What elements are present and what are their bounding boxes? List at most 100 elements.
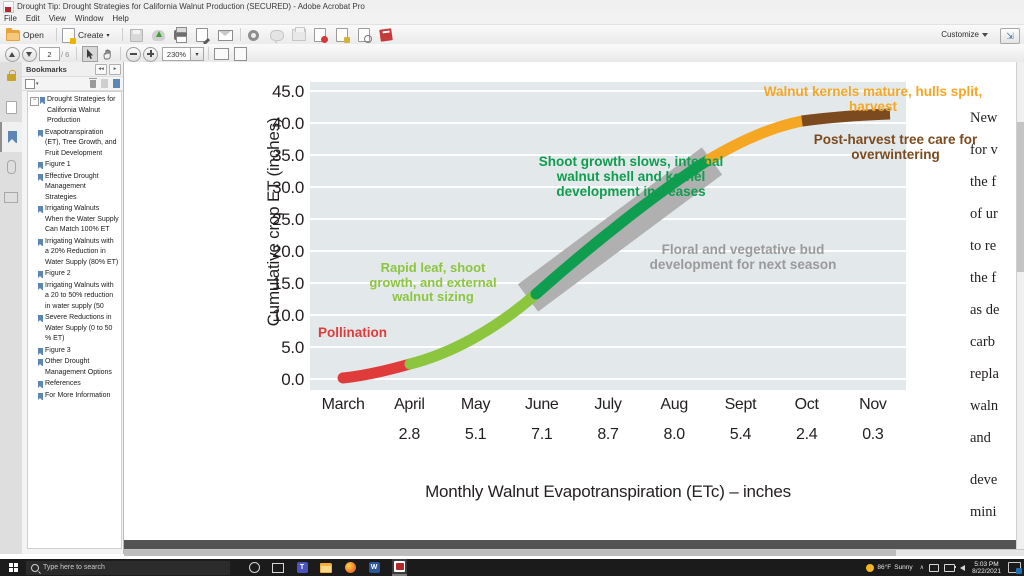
body-line: repla: [970, 366, 999, 382]
firefox-button[interactable]: [344, 562, 356, 574]
next-page-button[interactable]: [22, 46, 37, 62]
stamp-button[interactable]: [292, 27, 306, 42]
expand-toolbar-button[interactable]: ⇲: [1000, 28, 1020, 44]
comment-bubble-icon: [270, 29, 284, 44]
bookmark-item[interactable]: Irrigating Walnuts When the Water Supply…: [30, 204, 119, 236]
rail-item-attachments[interactable]: [0, 152, 22, 182]
bookmark-item[interactable]: Figure 2: [30, 269, 119, 280]
menu-item-help[interactable]: Help: [112, 14, 129, 23]
title-bar: Drought Tip: Drought Strategies for Cali…: [0, 0, 1024, 14]
battery-icon[interactable]: [944, 563, 957, 572]
trash-icon[interactable]: [89, 77, 97, 88]
gridline: [310, 346, 906, 348]
bookmark-item[interactable]: − Drought Strategies for California Waln…: [30, 95, 119, 127]
x-axis-column: March: [310, 396, 376, 444]
previous-page-button[interactable]: [5, 46, 20, 62]
select-tool-button[interactable]: [82, 46, 98, 62]
email-button[interactable]: [218, 28, 233, 42]
horizontal-scrollbar-thumb[interactable]: [124, 550, 896, 556]
print-button[interactable]: [174, 27, 187, 43]
taskbar-search-box[interactable]: Type here to search: [26, 560, 230, 575]
cortana-button[interactable]: [248, 562, 260, 574]
menu-item-edit[interactable]: Edit: [25, 14, 40, 23]
network-icon[interactable]: [929, 563, 940, 572]
task-view-button[interactable]: [272, 562, 284, 574]
document-view[interactable]: Cumulative crop ET (inches) 45.0 40.0 35…: [124, 62, 1024, 550]
secure-document-button[interactable]: [336, 28, 350, 43]
customize-button[interactable]: Customize: [941, 30, 988, 39]
bookmark-item[interactable]: Evapotranspiration (ET), Tree Growth, an…: [30, 128, 119, 160]
bookmark-icon: [38, 173, 43, 181]
navigation-pane-rail: [0, 62, 23, 554]
rail-item-signatures[interactable]: [0, 182, 22, 212]
fit-width-button[interactable]: [214, 47, 229, 61]
volume-icon[interactable]: [960, 564, 966, 571]
chevron-down-icon: ▾: [106, 32, 110, 39]
zoom-dropdown-button[interactable]: ▾: [190, 47, 204, 61]
bookmark-icon: [38, 359, 43, 366]
vertical-scrollbar-thumb[interactable]: [1017, 122, 1024, 272]
bookmark-item[interactable]: References: [30, 379, 119, 390]
options-list-button[interactable]: ▾: [25, 78, 39, 89]
bookmark-item[interactable]: Irrigating Walnuts with a 20% Reduction …: [30, 237, 119, 269]
panel-options-button[interactable]: ▸: [109, 63, 121, 75]
menu-item-view[interactable]: View: [48, 14, 66, 23]
bookmark-item[interactable]: Severe Reductions in Water Supply (0 to …: [30, 313, 119, 345]
bookmark-item[interactable]: Figure 3: [30, 346, 119, 357]
new-bookmark-icon[interactable]: [113, 79, 120, 88]
vertical-scrollbar[interactable]: [1016, 62, 1024, 550]
x-axis-column: May 5.1: [442, 396, 508, 444]
clock[interactable]: 5:03 PM 8/22/2021: [972, 561, 1001, 575]
page-number-input[interactable]: 2: [39, 47, 60, 61]
weather-widget[interactable]: 86°F Sunny: [866, 563, 913, 572]
signatures-icon: [4, 191, 18, 203]
show-hidden-icons-button[interactable]: ∧: [919, 565, 925, 571]
bookmarks-list[interactable]: − Drought Strategies for California Waln…: [27, 91, 122, 549]
document-body-column: New for v the f of ur to re the f as de …: [970, 108, 1024, 528]
inspect-document-button[interactable]: [358, 28, 372, 43]
acrobat-button[interactable]: [392, 559, 407, 576]
bookmark-expander[interactable]: −: [30, 97, 39, 106]
comment-button[interactable]: [270, 28, 284, 44]
bookmark-item[interactable]: Effective Drought Management Strategies: [30, 172, 119, 204]
bookmark-item[interactable]: Irrigating Walnuts with a 20 to 50% redu…: [30, 281, 119, 313]
edit-document-button[interactable]: [196, 28, 208, 42]
remove-document-button[interactable]: [314, 28, 328, 43]
open-button[interactable]: Open: [6, 27, 44, 42]
bookmark-label: Figure 3: [45, 346, 71, 354]
save-button[interactable]: [130, 28, 143, 42]
menu-item-file[interactable]: File: [4, 14, 17, 23]
bookmark-item[interactable]: For More Information: [30, 391, 119, 402]
file-explorer-button[interactable]: [320, 562, 332, 574]
zoom-in-button[interactable]: [143, 46, 158, 62]
bookmark-item[interactable]: Figure 1: [30, 160, 119, 171]
fit-page-icon: [234, 47, 247, 61]
new-bookmark-structure-icon[interactable]: [101, 79, 108, 88]
hand-tool-button[interactable]: [101, 47, 115, 61]
bookmarks-panel: Bookmarks ◂◂ ▸ ▾ − Drought Strategies fo…: [22, 62, 124, 554]
bookmark-item[interactable]: Other Drought Management Options: [30, 357, 119, 378]
upload-button[interactable]: [152, 28, 165, 42]
rail-item-bookmarks[interactable]: [0, 122, 22, 152]
horizontal-scrollbar[interactable]: [124, 549, 1024, 556]
start-button[interactable]: [0, 563, 26, 572]
y-tick: 0.0: [281, 370, 304, 389]
fit-page-button[interactable]: [234, 47, 247, 61]
bookmark-icon: [38, 347, 43, 355]
page-total-label: / 6: [61, 49, 70, 59]
notifications-icon[interactable]: [1008, 562, 1022, 574]
collapse-panel-button[interactable]: ◂◂: [95, 63, 107, 75]
bookmark-icon: [38, 392, 43, 400]
teams-button[interactable]: T: [296, 562, 308, 574]
zoom-out-button[interactable]: [126, 46, 141, 62]
menu-item-window[interactable]: Window: [74, 14, 104, 23]
create-button[interactable]: Create ▾: [62, 27, 110, 44]
word-button[interactable]: W: [368, 562, 380, 574]
rail-item-page-thumbnails[interactable]: [0, 92, 22, 122]
rail-item-lock[interactable]: [0, 62, 22, 92]
bookmark-icon: [38, 271, 43, 278]
settings-button[interactable]: [248, 28, 259, 42]
x-tick-label: Nov: [859, 396, 887, 413]
edit-pdf-button[interactable]: [379, 28, 393, 42]
zoom-level-input[interactable]: 230%: [162, 47, 191, 61]
